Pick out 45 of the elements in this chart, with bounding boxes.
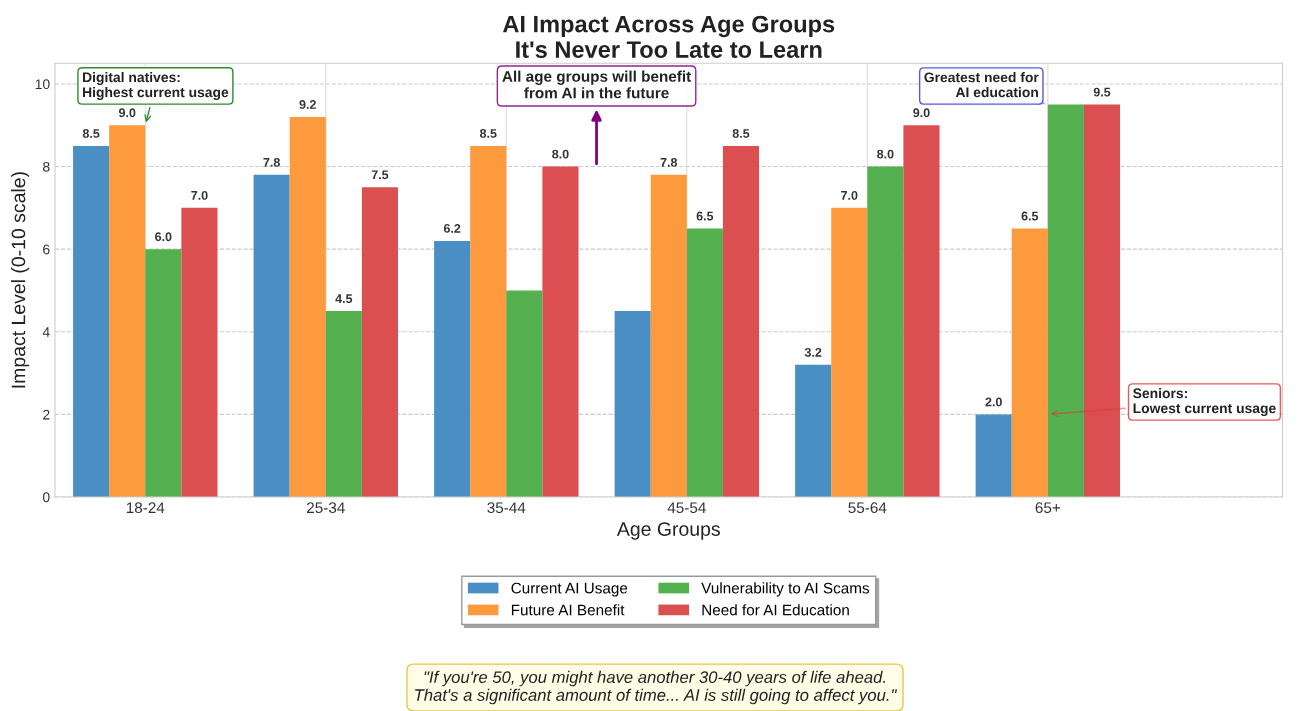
x-tick-label: 45-54 — [667, 502, 706, 514]
x-tick-label: 65+ — [1035, 502, 1061, 514]
legend-label: Need for AI Education — [702, 604, 849, 616]
data-label: 8.0 — [877, 149, 894, 159]
data-label: 4.5 — [335, 294, 353, 304]
y-tick-label: 8 — [43, 161, 50, 172]
data-label: 6.5 — [1021, 211, 1039, 221]
y-tick-label: 2 — [43, 409, 50, 420]
chart-title: AI Impact Across Age Groups It's Never Too Late to Learn — [502, 15, 835, 58]
data-label: 7.0 — [841, 190, 858, 200]
x-tick-label: 18-24 — [126, 502, 165, 514]
annotation: Seniors: Lowest current usage — [1133, 388, 1276, 416]
data-label: 9.2 — [299, 100, 316, 109]
data-label: 6.0 — [155, 232, 172, 242]
data-label: 3.2 — [804, 347, 822, 357]
data-label: 7.5 — [371, 170, 389, 180]
legend-label: Vulnerability to AI Scams — [701, 582, 870, 597]
annotation: Digital natives: Highest current usage — [83, 71, 229, 101]
data-label: 8.5 — [732, 129, 750, 138]
data-label: 6.5 — [696, 211, 714, 221]
y-tick-label: 0 — [42, 492, 50, 503]
annotation: All age groups will benefit from AI in the future — [502, 70, 692, 99]
data-label: 7.8 — [263, 157, 280, 167]
data-label: 8.5 — [82, 129, 100, 138]
y-axis-title: Impact Level (0-10 scale) — [11, 172, 30, 388]
data-label: 6.2 — [443, 224, 461, 233]
data-label: 9.0 — [913, 108, 930, 118]
y-tick-label: 10 — [35, 79, 50, 90]
annotation: Greatest need for AI education — [924, 72, 1039, 98]
data-label: 7.0 — [191, 190, 208, 200]
legend-label: Future AI Benefit — [511, 604, 625, 616]
x-tick-label: 55-64 — [848, 502, 887, 514]
y-tick-label: 6 — [43, 244, 50, 255]
data-label: 9.0 — [118, 108, 136, 118]
x-tick-label: 25-34 — [307, 502, 345, 514]
x-tick-label: 35-44 — [487, 502, 526, 514]
data-label: 9.5 — [1093, 87, 1111, 97]
data-label: 8.5 — [479, 129, 497, 138]
text: "If you're 50, you might have another 30-40 years of life ahead. That's a significant amount of time... AI is still going to affect you." — [415, 670, 898, 705]
y-tick-label: 4 — [42, 327, 50, 337]
legend-label: Current AI Usage — [511, 582, 628, 597]
data-label: 7.8 — [660, 157, 678, 167]
data-label: 2.0 — [985, 397, 1002, 407]
data-label: 8.0 — [552, 149, 569, 159]
x-axis-title: Age Groups — [616, 522, 720, 540]
